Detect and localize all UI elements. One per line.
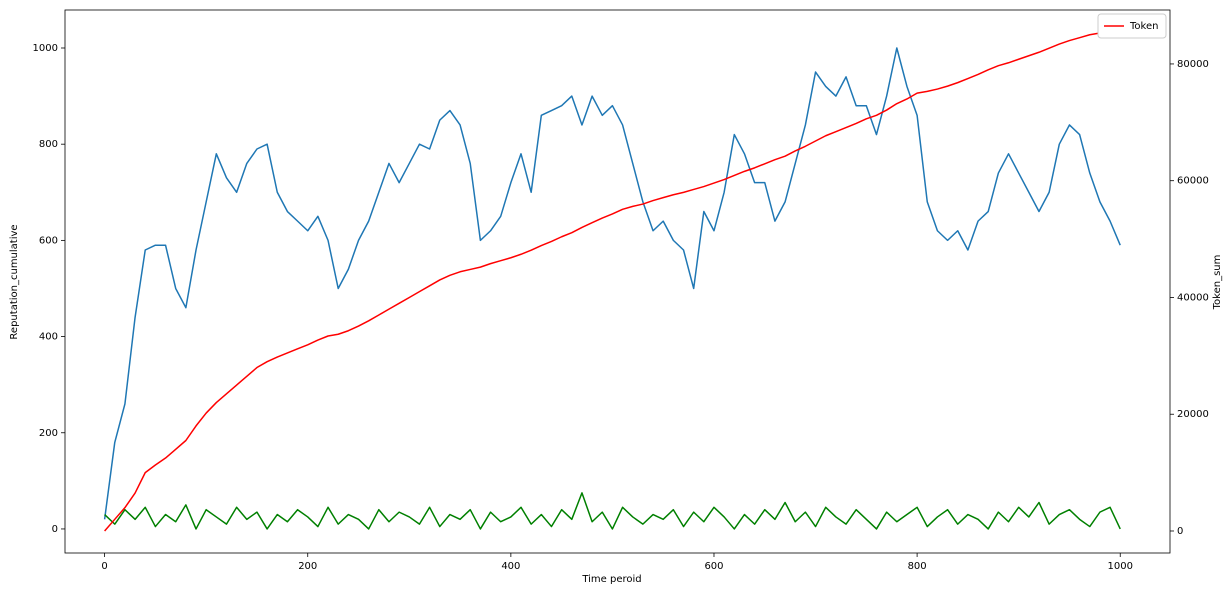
y-tick-label: 800: [39, 139, 58, 150]
line-series: [104, 31, 1121, 532]
y-tick-label: 1000: [33, 43, 58, 54]
y-axis-label: Reputation_cumulative: [9, 224, 20, 339]
x-tick-label: 800: [908, 561, 927, 572]
y2-tick-label: 20000: [1177, 409, 1209, 420]
y2-tick-label: 60000: [1177, 176, 1209, 187]
x-axis-label: Time peroid: [581, 574, 641, 585]
line-series: [104, 492, 1121, 530]
y-tick-label: 200: [39, 428, 58, 439]
x-tick-label: 1000: [1108, 561, 1133, 572]
y2-tick-label: 0: [1177, 526, 1183, 537]
legend-box: [1097, 13, 1167, 39]
plot-frame: [64, 9, 1171, 554]
y2-tick-label: 80000: [1177, 59, 1209, 70]
x-tick-label: 600: [704, 561, 723, 572]
y-tick-label: 400: [39, 332, 58, 343]
y2-axis-label: Token_sum: [1212, 255, 1223, 311]
x-tick-label: 400: [501, 561, 520, 572]
y-tick-label: 0: [52, 524, 58, 535]
y-tick-label: 600: [39, 235, 58, 246]
x-tick-label: 200: [298, 561, 317, 572]
legend-label: Token: [1129, 21, 1158, 32]
line-series: [103, 47, 1121, 520]
x-tick-label: 0: [101, 561, 107, 572]
y2-tick-label: 40000: [1177, 292, 1209, 303]
